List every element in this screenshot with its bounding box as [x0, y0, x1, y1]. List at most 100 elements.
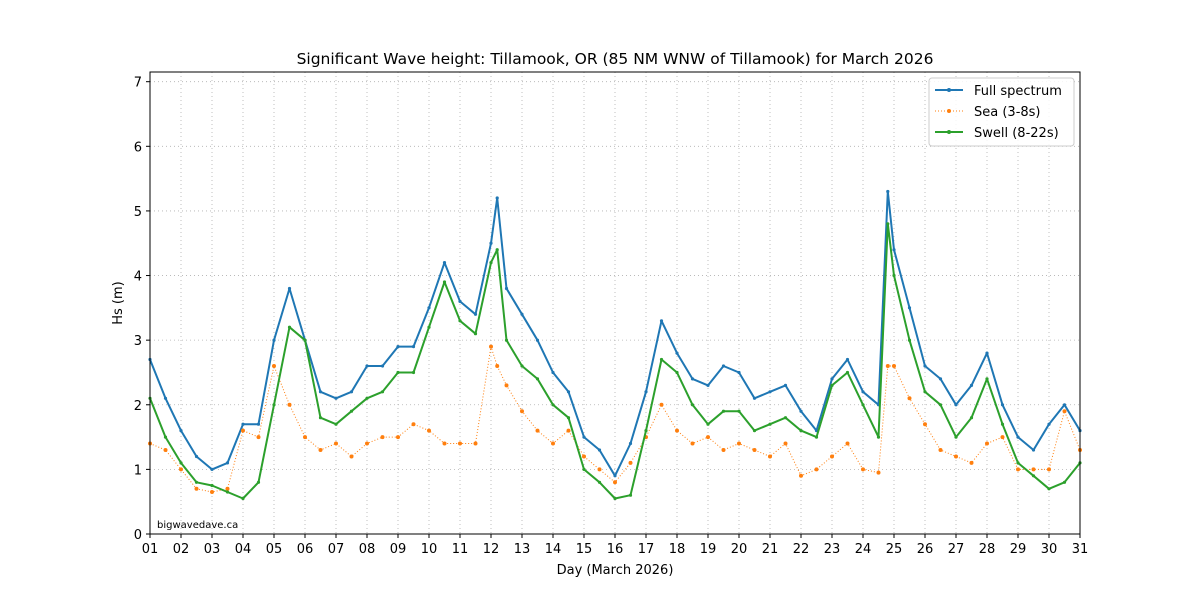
data-point	[256, 422, 261, 426]
data-point	[241, 422, 245, 426]
y-tick-label: 3	[134, 334, 142, 349]
x-tick-label: 13	[514, 542, 531, 557]
data-point	[411, 370, 416, 375]
data-point	[969, 460, 974, 465]
data-point	[179, 461, 183, 465]
data-point	[845, 357, 850, 362]
data-point	[1000, 403, 1005, 407]
x-tick-label: 17	[638, 542, 655, 557]
series-layer	[148, 189, 1082, 501]
data-point	[287, 286, 292, 291]
data-point	[272, 364, 276, 368]
data-point	[380, 390, 385, 394]
data-point	[752, 429, 757, 433]
data-point	[706, 422, 710, 426]
y-tick-label: 5	[134, 205, 142, 220]
data-point	[380, 435, 385, 440]
data-point	[876, 470, 881, 475]
data-point	[1062, 409, 1067, 414]
data-point	[163, 435, 168, 439]
data-point	[954, 435, 958, 439]
data-point	[954, 403, 958, 407]
data-point	[659, 402, 664, 407]
data-point	[241, 496, 245, 501]
data-point	[907, 306, 912, 310]
legend-item: Swell (8-22s)	[935, 126, 1059, 141]
x-tick-label: 20	[731, 542, 748, 557]
data-point	[861, 403, 865, 407]
data-point	[885, 364, 890, 368]
data-point	[938, 377, 943, 381]
data-point	[334, 422, 338, 426]
data-point	[210, 490, 214, 494]
data-point	[303, 435, 307, 440]
data-point	[458, 441, 462, 446]
data-point	[495, 248, 499, 252]
data-point	[396, 345, 400, 349]
data-point	[1062, 480, 1067, 484]
series-swell-8-22s	[148, 222, 1082, 501]
legend: Full spectrum Sea (3-8s) Swell (8-22s)	[928, 77, 1075, 147]
data-point	[241, 428, 245, 433]
data-point	[845, 370, 850, 375]
legend-box	[928, 77, 1075, 147]
y-axis-label: Hs (m)	[111, 281, 126, 325]
data-point	[427, 325, 431, 329]
data-point	[845, 441, 850, 446]
y-tick-label: 0	[134, 528, 142, 543]
data-point	[721, 409, 726, 413]
data-point	[892, 273, 896, 278]
data-point	[644, 390, 648, 394]
data-point	[969, 383, 974, 387]
data-point	[318, 390, 323, 394]
x-tick-label: 30	[1041, 542, 1058, 557]
data-point	[256, 435, 261, 440]
data-point	[473, 312, 478, 316]
data-point	[179, 467, 183, 472]
data-point	[737, 370, 741, 375]
data-point	[737, 441, 741, 446]
data-point	[706, 383, 710, 387]
data-point	[690, 441, 695, 446]
data-point	[628, 460, 633, 465]
x-tick-label: 31	[1072, 542, 1089, 557]
x-tick-label: 05	[266, 542, 283, 557]
x-tick-label: 10	[421, 542, 438, 557]
data-point	[659, 357, 664, 362]
data-point	[1031, 448, 1036, 452]
y-tick-label: 6	[134, 140, 142, 155]
chart-title: Significant Wave height: Tillamook, OR (…	[297, 50, 934, 68]
data-point	[504, 383, 509, 388]
x-tick-label: 02	[173, 542, 190, 557]
data-point	[969, 416, 974, 420]
data-point	[380, 364, 385, 368]
data-point	[830, 454, 834, 459]
data-point	[876, 435, 881, 439]
data-point	[194, 454, 199, 459]
data-point	[783, 416, 788, 420]
data-point	[1016, 467, 1020, 472]
data-point	[644, 429, 648, 433]
data-point	[427, 306, 431, 310]
data-point	[225, 490, 230, 494]
x-tick-label: 27	[948, 542, 965, 557]
data-point	[892, 248, 896, 252]
legend-label: Swell (8-22s)	[974, 126, 1059, 141]
y-tick-label: 7	[134, 76, 142, 91]
data-point	[1016, 435, 1020, 439]
y-tick-label: 4	[134, 270, 142, 285]
data-point	[597, 467, 602, 472]
data-point	[582, 454, 586, 459]
data-point	[520, 364, 524, 368]
data-point	[535, 338, 540, 342]
data-point	[535, 428, 540, 433]
data-point	[334, 441, 338, 446]
data-point	[287, 402, 292, 407]
x-tick-label: 14	[545, 542, 562, 557]
data-point	[163, 396, 168, 400]
data-point	[768, 422, 772, 426]
x-tick-label: 18	[669, 542, 686, 557]
data-point	[566, 416, 571, 420]
data-point	[520, 409, 524, 414]
